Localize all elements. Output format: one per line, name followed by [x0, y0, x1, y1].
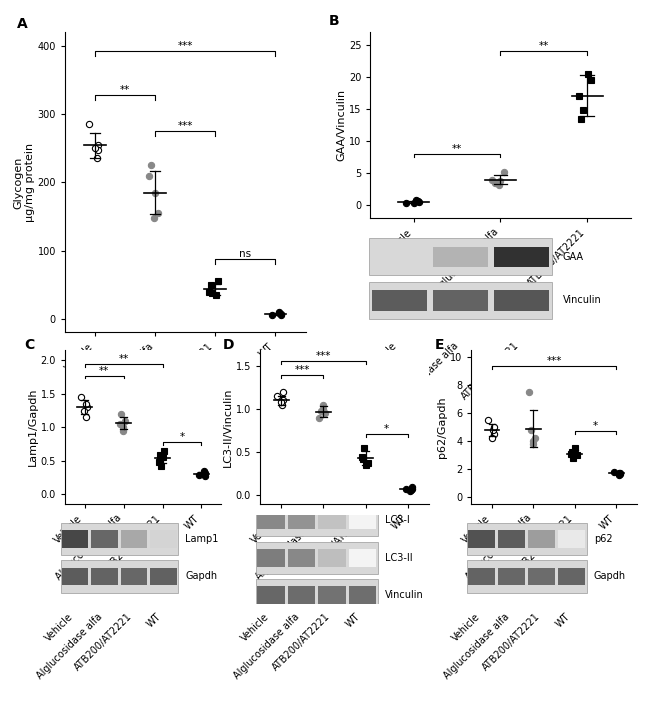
- Bar: [348, 586, 376, 604]
- Bar: [288, 586, 315, 604]
- Bar: [372, 290, 427, 310]
- Text: Lamp1: Lamp1: [185, 534, 218, 544]
- Text: Gapdh: Gapdh: [594, 571, 626, 581]
- Text: ***: ***: [547, 356, 562, 366]
- Bar: [255, 579, 378, 611]
- Bar: [255, 504, 378, 536]
- Text: Gapdh: Gapdh: [185, 571, 217, 581]
- Text: Alglucosidase alfa: Alglucosidase alfa: [391, 341, 460, 410]
- Y-axis label: p62/Gapdh: p62/Gapdh: [437, 396, 447, 458]
- Text: E: E: [435, 338, 445, 352]
- Text: Vehicle: Vehicle: [239, 611, 271, 644]
- Text: **: **: [539, 41, 549, 51]
- Text: ***: ***: [177, 121, 193, 131]
- Text: GAA: GAA: [563, 252, 584, 262]
- Text: WT: WT: [146, 611, 163, 629]
- Bar: [288, 549, 315, 566]
- Text: **: **: [99, 365, 109, 375]
- Text: ATB200/AT2221: ATB200/AT2221: [73, 611, 134, 673]
- Text: Vehicle: Vehicle: [368, 341, 400, 373]
- Bar: [469, 568, 495, 586]
- Text: ***: ***: [316, 351, 331, 361]
- Bar: [255, 542, 378, 573]
- Bar: [318, 549, 346, 566]
- Bar: [150, 568, 177, 586]
- Bar: [528, 530, 555, 548]
- Bar: [528, 568, 555, 586]
- Bar: [369, 238, 552, 275]
- Text: C: C: [25, 338, 34, 352]
- Bar: [469, 530, 495, 548]
- Text: ***: ***: [294, 365, 310, 375]
- Bar: [499, 568, 525, 586]
- Y-axis label: Lamp1/Gapdh: Lamp1/Gapdh: [28, 388, 38, 466]
- Bar: [369, 282, 552, 319]
- Text: Vinculin: Vinculin: [563, 295, 601, 305]
- Text: **: **: [452, 144, 462, 154]
- Text: *: *: [179, 433, 185, 443]
- Text: D: D: [223, 338, 234, 352]
- Text: **: **: [118, 355, 129, 364]
- Y-axis label: Glycogen
μg/mg protein: Glycogen μg/mg protein: [13, 143, 34, 222]
- Text: ns: ns: [239, 249, 252, 259]
- Text: WT: WT: [554, 611, 571, 629]
- Bar: [467, 523, 586, 555]
- Text: **: **: [120, 85, 130, 95]
- Bar: [494, 290, 549, 310]
- Bar: [433, 247, 488, 267]
- Bar: [288, 511, 315, 529]
- Bar: [121, 568, 148, 586]
- Text: ***: ***: [177, 41, 193, 51]
- Bar: [558, 530, 585, 548]
- Bar: [348, 511, 376, 529]
- Bar: [121, 530, 148, 548]
- Bar: [318, 586, 346, 604]
- Text: A: A: [17, 17, 28, 31]
- Bar: [92, 530, 118, 548]
- Bar: [62, 530, 88, 548]
- Text: ATB200/AT2221: ATB200/AT2221: [270, 611, 332, 673]
- Text: B: B: [329, 14, 339, 28]
- Bar: [60, 523, 178, 555]
- Bar: [372, 247, 427, 267]
- Bar: [62, 568, 88, 586]
- Text: Alglucosidase alfa: Alglucosidase alfa: [35, 611, 105, 681]
- Text: Vinculin: Vinculin: [385, 591, 424, 600]
- Y-axis label: LC3-II/Vinculin: LC3-II/Vinculin: [223, 388, 233, 467]
- Text: Vehicle: Vehicle: [44, 611, 75, 644]
- Bar: [558, 568, 585, 586]
- Bar: [467, 561, 586, 593]
- Text: LC3-I: LC3-I: [385, 516, 410, 525]
- Bar: [499, 530, 525, 548]
- Text: Alglucosidase alfa: Alglucosidase alfa: [232, 611, 302, 681]
- Text: p62: p62: [594, 534, 612, 544]
- Bar: [150, 530, 177, 548]
- Bar: [318, 511, 346, 529]
- Bar: [494, 247, 549, 267]
- Text: ATB200/AT2221: ATB200/AT2221: [480, 611, 541, 673]
- Bar: [433, 290, 488, 310]
- Bar: [348, 549, 376, 566]
- Text: *: *: [384, 424, 389, 434]
- Text: ATB200/AT2221: ATB200/AT2221: [460, 341, 521, 403]
- Bar: [257, 586, 285, 604]
- Bar: [60, 561, 178, 593]
- Text: WT: WT: [344, 611, 363, 629]
- Text: Vehicle: Vehicle: [450, 611, 482, 644]
- Text: *: *: [593, 421, 598, 431]
- Bar: [257, 549, 285, 566]
- Text: Alglucosidase alfa: Alglucosidase alfa: [443, 611, 512, 681]
- Text: LC3-II: LC3-II: [385, 553, 413, 563]
- Y-axis label: GAA/Vinculin: GAA/Vinculin: [336, 89, 346, 161]
- Bar: [257, 511, 285, 529]
- Bar: [92, 568, 118, 586]
